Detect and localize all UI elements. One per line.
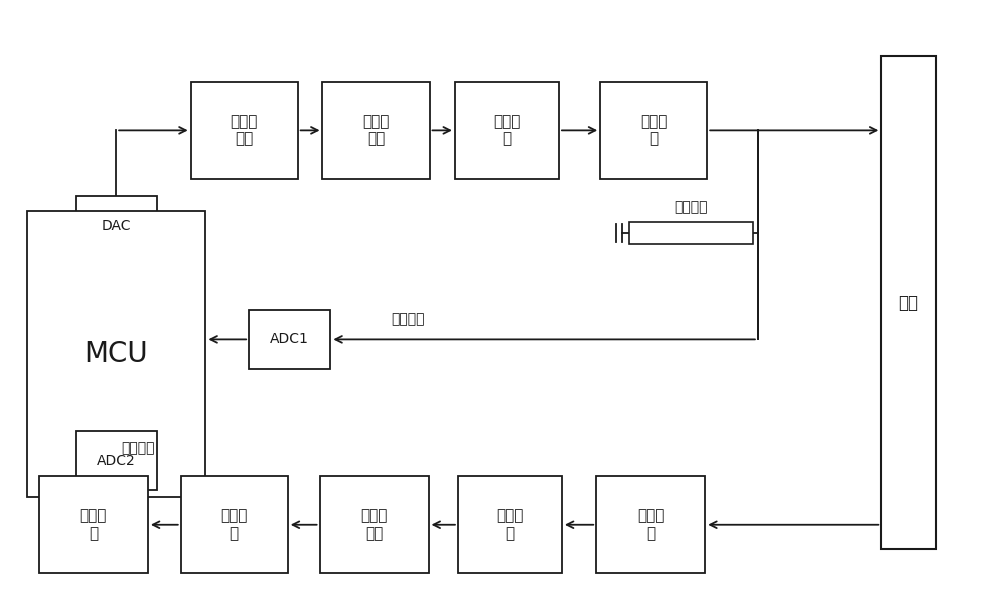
Text: 带通滤
波器: 带通滤 波器	[360, 509, 388, 541]
Bar	[596, 476, 705, 573]
Text: MCU: MCU	[84, 340, 148, 368]
Bar	[39, 476, 148, 573]
Bar	[181, 476, 288, 573]
Text: 采样电阔: 采样电阔	[674, 200, 708, 214]
Text: 电极阵
列: 电极阵 列	[637, 509, 664, 541]
Bar	[629, 222, 753, 244]
Text: 差分放
大: 差分放 大	[221, 509, 248, 541]
Text: ADC2: ADC2	[97, 454, 136, 468]
Text: 压控恒
流源: 压控恒 流源	[362, 114, 390, 146]
Text: DAC: DAC	[101, 219, 131, 233]
Bar	[191, 82, 298, 178]
Text: 模拟开
关: 模拟开 关	[496, 509, 524, 541]
Text: 低通滤
波器: 低通滤 波器	[230, 114, 258, 146]
Bar	[881, 56, 936, 549]
Text: 程控放
大: 程控放 大	[80, 509, 107, 541]
Bar	[249, 310, 330, 369]
Bar	[76, 431, 157, 490]
Text: 电极阵
列: 电极阵 列	[640, 114, 667, 146]
Bar	[320, 476, 429, 573]
Bar	[458, 476, 562, 573]
Bar	[455, 82, 559, 178]
Text: ADC1: ADC1	[270, 333, 309, 346]
Bar	[600, 82, 707, 178]
Text: 检测信号: 检测信号	[121, 441, 155, 455]
Text: 样本: 样本	[899, 294, 919, 312]
Text: 模拟开
关: 模拟开 关	[493, 114, 521, 146]
Bar	[27, 211, 205, 497]
Text: 参考输入: 参考输入	[391, 313, 424, 327]
Bar	[322, 82, 430, 178]
Bar	[76, 196, 157, 256]
